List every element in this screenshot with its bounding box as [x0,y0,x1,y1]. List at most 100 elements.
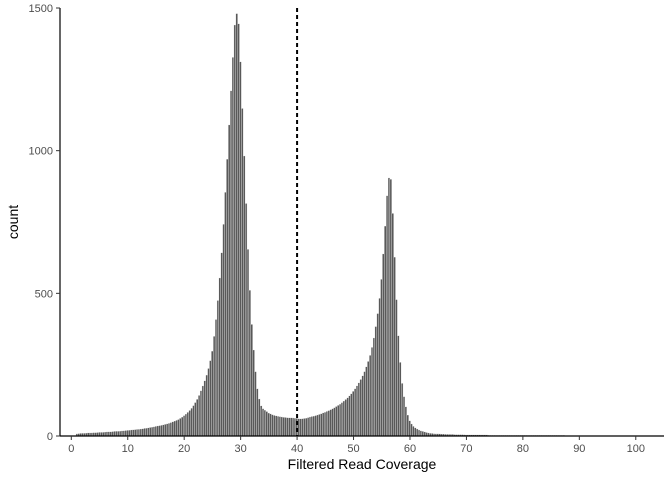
histogram-bar [352,391,355,437]
x-tick-label: 60 [404,443,416,455]
histogram-bar [412,426,415,437]
histogram-bar [293,417,297,437]
histogram-bar [207,368,210,437]
histogram-bar [184,413,188,437]
histogram-bar [137,429,141,437]
histogram-bar [186,412,189,437]
histogram-bar [276,416,280,437]
histogram-bar [216,300,220,437]
histogram-bar [235,13,238,437]
y-axis-ticks: 0 500 1000 1500 [29,3,60,443]
histogram-bar [322,412,325,437]
histogram-bar [107,431,110,437]
histogram-bar [182,415,186,437]
histogram-bar [177,419,180,437]
histogram-bar [226,158,229,437]
histogram-bar [340,402,344,437]
histogram-bar [243,155,246,437]
x-tick-label: 80 [517,443,529,455]
histogram-bar [399,362,402,437]
histogram-bar [209,360,212,437]
histogram-bar [290,417,293,437]
histogram-bar [265,411,268,437]
histogram-bar [367,361,370,437]
histogram-bar [301,418,304,437]
histogram-bar [417,429,421,437]
histogram-bar [233,24,236,437]
histogram-bar [284,417,287,437]
histogram-bar [132,429,135,437]
histogram-bar [237,23,240,437]
histogram-bar [160,425,163,437]
histogram-bar [164,424,167,437]
histogram-bar [329,409,332,437]
histogram-bar [109,431,112,437]
histogram-bar [241,108,244,437]
histogram-bar [111,431,114,437]
histogram-bar [122,430,126,437]
x-axis-title: Filtered Read Coverage [288,456,437,472]
histogram-bar [363,371,366,437]
histogram-bar [299,418,302,437]
x-tick-label: 100 [627,443,645,455]
histogram-bar [203,380,206,437]
histogram-bar [378,298,381,437]
histogram-bar [419,430,423,437]
histogram-bar [402,396,406,437]
histogram-bar [134,429,137,437]
histogram-bar [214,319,218,437]
histogram-bar [199,390,203,437]
histogram-bar [393,256,396,437]
histogram-bar [175,420,178,437]
histogram-bar [252,349,255,437]
histogram-bar [229,90,233,437]
histogram-bar [327,410,330,437]
histogram-bar [310,416,313,437]
histogram-bar [316,414,319,437]
histogram-bar [374,326,377,437]
histogram-bar [149,427,152,437]
histogram-bar [145,427,148,437]
histogram-bar [365,366,368,437]
histogram-bar [305,417,308,437]
histogram-bar [198,395,201,437]
histogram-bar [335,406,338,437]
histogram-bar [359,379,362,437]
histogram-bar [167,423,171,437]
histogram-bar [320,413,323,437]
y-tick-label: 1000 [29,146,53,158]
histogram-bar [361,375,364,437]
histogram-bar [382,253,385,437]
histogram-bar [173,420,176,437]
histogram-bar [171,421,174,437]
histogram-bar [389,179,392,437]
histogram-bar [115,430,118,437]
histogram-bar [423,431,426,437]
histogram-bar [337,405,340,437]
histogram-bar [357,382,360,437]
y-tick-label: 0 [47,431,53,443]
x-tick-label: 10 [122,443,134,455]
histogram-bar [192,405,195,437]
histogram-bar [105,431,109,437]
histogram-bar [190,408,193,437]
histogram-bar [406,414,409,437]
histogram-bar [250,324,253,437]
histogram-bar [380,279,383,437]
histogram-bar [158,425,161,437]
histogram-bar [151,426,154,437]
histogram-bar [152,426,156,437]
histogram-bar [282,417,285,437]
histogram-bar [213,336,216,437]
histogram-bar [246,249,250,437]
y-tick-label: 500 [35,288,53,300]
histogram-bar [312,415,315,437]
histogram-bar [117,430,120,437]
histogram-bar [260,405,263,437]
histogram-bar [286,417,289,437]
histogram-bar [126,430,129,437]
histogram-bar [369,355,372,437]
histogram-bar [254,371,257,437]
histogram-bar [350,393,353,437]
